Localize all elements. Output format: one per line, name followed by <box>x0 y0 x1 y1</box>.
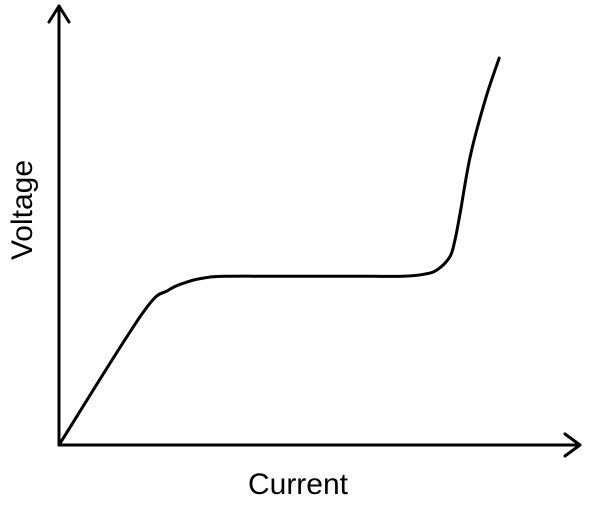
y-axis <box>47 4 71 447</box>
y-axis-arrowhead <box>47 4 71 24</box>
x-axis <box>57 432 582 458</box>
y-axis-label: Voltage <box>6 160 39 260</box>
voltage-current-curve <box>57 56 501 447</box>
x-axis-arrowhead <box>563 432 582 458</box>
x-axis-label: Current <box>248 468 349 501</box>
